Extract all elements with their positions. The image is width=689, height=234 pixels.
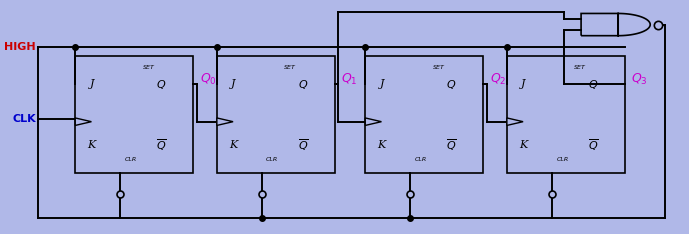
Text: $\mathit{Q}$: $\mathit{Q}$ [156,78,167,91]
Text: $Q_3$: $Q_3$ [631,72,648,87]
Text: $\mathit{Q}$: $\mathit{Q}$ [588,78,598,91]
Polygon shape [75,118,92,125]
Text: K: K [229,140,238,150]
Bar [217,56,335,173]
Text: $\overline{\mathit{Q}}$: $\overline{\mathit{Q}}$ [298,137,309,153]
Text: K: K [520,140,528,150]
Polygon shape [365,118,382,125]
Text: SET: SET [574,65,586,70]
Text: $\overline{\mathit{Q}}$: $\overline{\mathit{Q}}$ [446,137,457,153]
Text: $\mathit{Q}$: $\mathit{Q}$ [446,78,457,91]
Text: $Q_2$: $Q_2$ [490,72,506,87]
PathPatch shape [581,13,650,36]
Text: $\mathit{Q}$: $\mathit{Q}$ [298,78,308,91]
Text: K: K [88,140,96,150]
Text: J: J [231,79,236,89]
Text: K: K [378,140,386,150]
Text: J: J [90,79,94,89]
Text: J: J [380,79,384,89]
Text: $\overline{\mathit{Q}}$: $\overline{\mathit{Q}}$ [156,137,167,153]
Bar [365,56,483,173]
Polygon shape [507,118,523,125]
Text: CLR: CLR [415,157,427,162]
Text: CLK: CLK [12,114,36,124]
Bar [507,56,625,173]
Polygon shape [217,118,233,125]
Text: CLR: CLR [556,157,568,162]
Text: SET: SET [433,65,444,70]
Text: $Q_1$: $Q_1$ [342,72,358,87]
Text: CLR: CLR [266,157,278,162]
Bar [75,56,194,173]
Text: J: J [521,79,526,89]
Text: $Q_0$: $Q_0$ [200,72,216,87]
Text: SET: SET [143,65,154,70]
Text: $\overline{\mathit{Q}}$: $\overline{\mathit{Q}}$ [588,137,599,153]
Text: HIGH: HIGH [5,42,36,52]
Text: SET: SET [284,65,296,70]
Text: CLR: CLR [125,157,137,162]
